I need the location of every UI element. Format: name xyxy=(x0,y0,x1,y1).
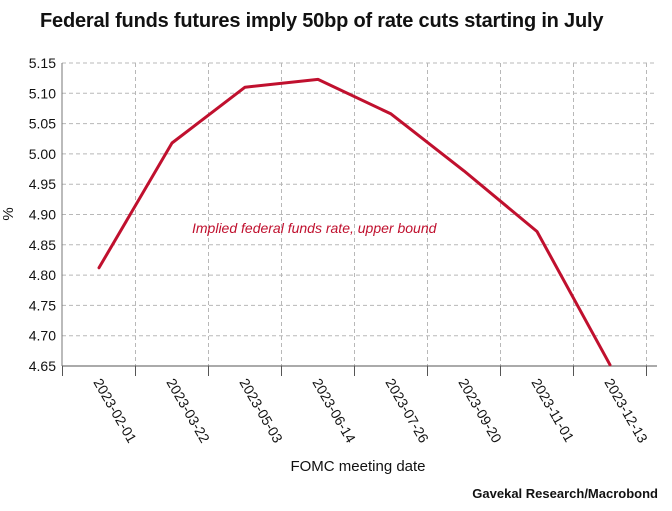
y-tick-label: 5.05 xyxy=(29,116,56,132)
series-annotation: Implied federal funds rate, upper bound xyxy=(192,220,438,236)
axes xyxy=(61,63,657,376)
y-axis-label: % xyxy=(0,207,17,220)
chart-title: Federal funds futures imply 50bp of rate… xyxy=(40,10,604,32)
x-tick-label: 2023-03-22 xyxy=(163,376,213,446)
y-tick-label: 4.65 xyxy=(29,358,56,374)
y-tick-label: 4.95 xyxy=(29,176,56,192)
y-tick-label: 4.80 xyxy=(29,267,56,283)
series-line xyxy=(97,77,612,367)
y-tick-label: 5.15 xyxy=(29,55,56,71)
y-tick-label: 5.00 xyxy=(29,146,56,162)
y-tick-labels: 4.65 4.70 4.75 4.80 4.85 4.90 4.95 5.00 5.05 5.10… xyxy=(29,55,56,374)
grid-lines xyxy=(62,62,657,367)
x-tick-label: 2023-12-13 xyxy=(601,376,651,446)
x-tick-labels: 2023-02-01 2023-03-22 2023-05-03 2023-06-14… xyxy=(90,376,651,446)
series-layer xyxy=(97,77,612,367)
x-tick-label: 2023-05-03 xyxy=(236,376,286,446)
x-tick-label: 2023-02-01 xyxy=(90,376,140,446)
y-tick-label: 4.75 xyxy=(29,297,56,313)
y-tick-label: 5.10 xyxy=(29,85,56,101)
x-tick-label: 2023-09-20 xyxy=(455,376,505,446)
y-tick-label: 4.85 xyxy=(29,237,56,253)
x-axis-label: FOMC meeting date xyxy=(290,458,425,475)
x-tick-label: 2023-06-14 xyxy=(309,376,359,446)
y-tick-label: 4.70 xyxy=(29,328,56,344)
x-tick-label: 2023-07-26 xyxy=(382,376,432,446)
x-tick-label: 2023-11-01 xyxy=(528,376,577,445)
source-credit: Gavekal Research/Macrobond xyxy=(472,486,658,501)
y-tick-label: 4.90 xyxy=(29,207,56,223)
